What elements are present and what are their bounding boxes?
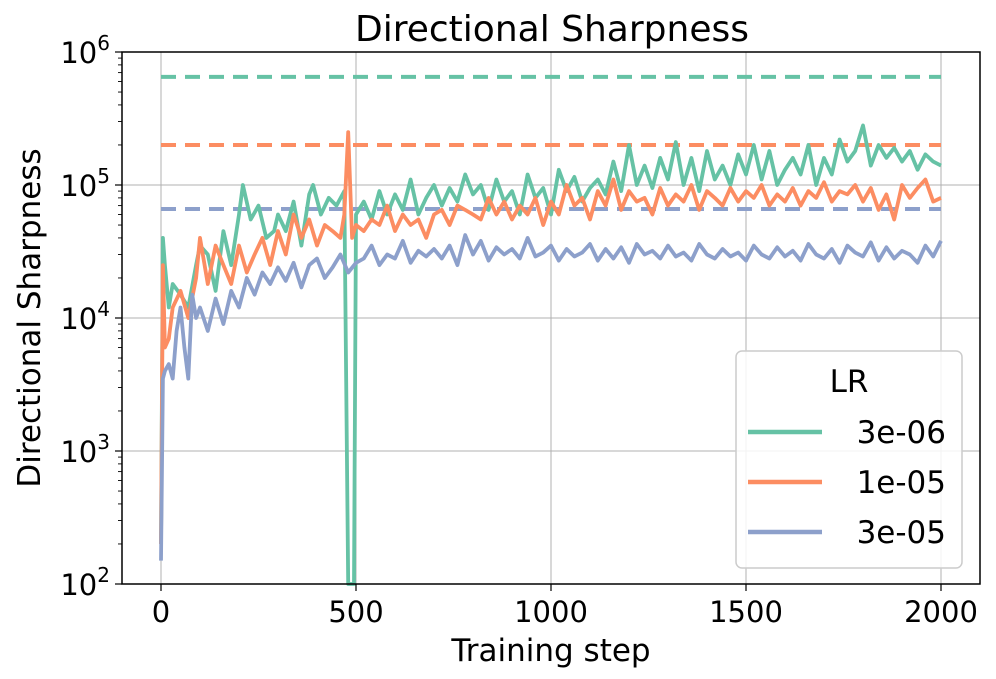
y-tick-base: 10: [60, 568, 97, 602]
legend-title: LR: [830, 364, 869, 400]
legend-label: 1e-05: [857, 465, 946, 501]
y-tick-exponent: 2: [97, 563, 110, 587]
series-line-3e-06: [159, 123, 942, 586]
x-tick-label: 500: [328, 595, 383, 629]
y-tick-base: 10: [60, 302, 97, 336]
x-tick-label: 1500: [709, 595, 783, 629]
series-line-3e-05: [159, 233, 943, 561]
y-tick-base: 10: [60, 169, 97, 203]
y-tick-label: 103: [60, 430, 110, 469]
x-tick-label: 0: [152, 595, 170, 629]
y-tick-base: 10: [60, 36, 97, 70]
y-tick-label: 104: [60, 297, 110, 336]
y-tick-exponent: 5: [97, 164, 110, 188]
series-line-1e-05: [159, 130, 942, 545]
x-axis-ticks: 0 500 1000 1500 2000: [152, 584, 978, 629]
legend-label: 3e-05: [857, 515, 946, 551]
y-tick-exponent: 6: [97, 31, 110, 55]
x-axis-label: Training step: [450, 633, 650, 669]
series-lines: [159, 123, 943, 586]
x-tick-label: 2000: [904, 595, 978, 629]
y-axis-label: Directional Sharpness: [12, 148, 48, 487]
legend-entries: 3e-06 1e-05 3e-05: [748, 415, 946, 551]
y-tick-base: 10: [60, 435, 97, 469]
y-tick-label: 102: [60, 563, 110, 602]
legend-box: [735, 350, 963, 569]
y-tick-label: 106: [60, 31, 110, 70]
x-tick-label: 1000: [514, 595, 588, 629]
y-tick-exponent: 3: [97, 430, 110, 454]
legend-label: 3e-06: [857, 415, 946, 451]
y-tick-exponent: 4: [97, 297, 110, 321]
legend: LR 3e-06 1e-05 3e-05: [735, 350, 963, 569]
y-tick-label: 105: [60, 164, 110, 203]
chart-title: Directional Sharpness: [355, 9, 749, 50]
